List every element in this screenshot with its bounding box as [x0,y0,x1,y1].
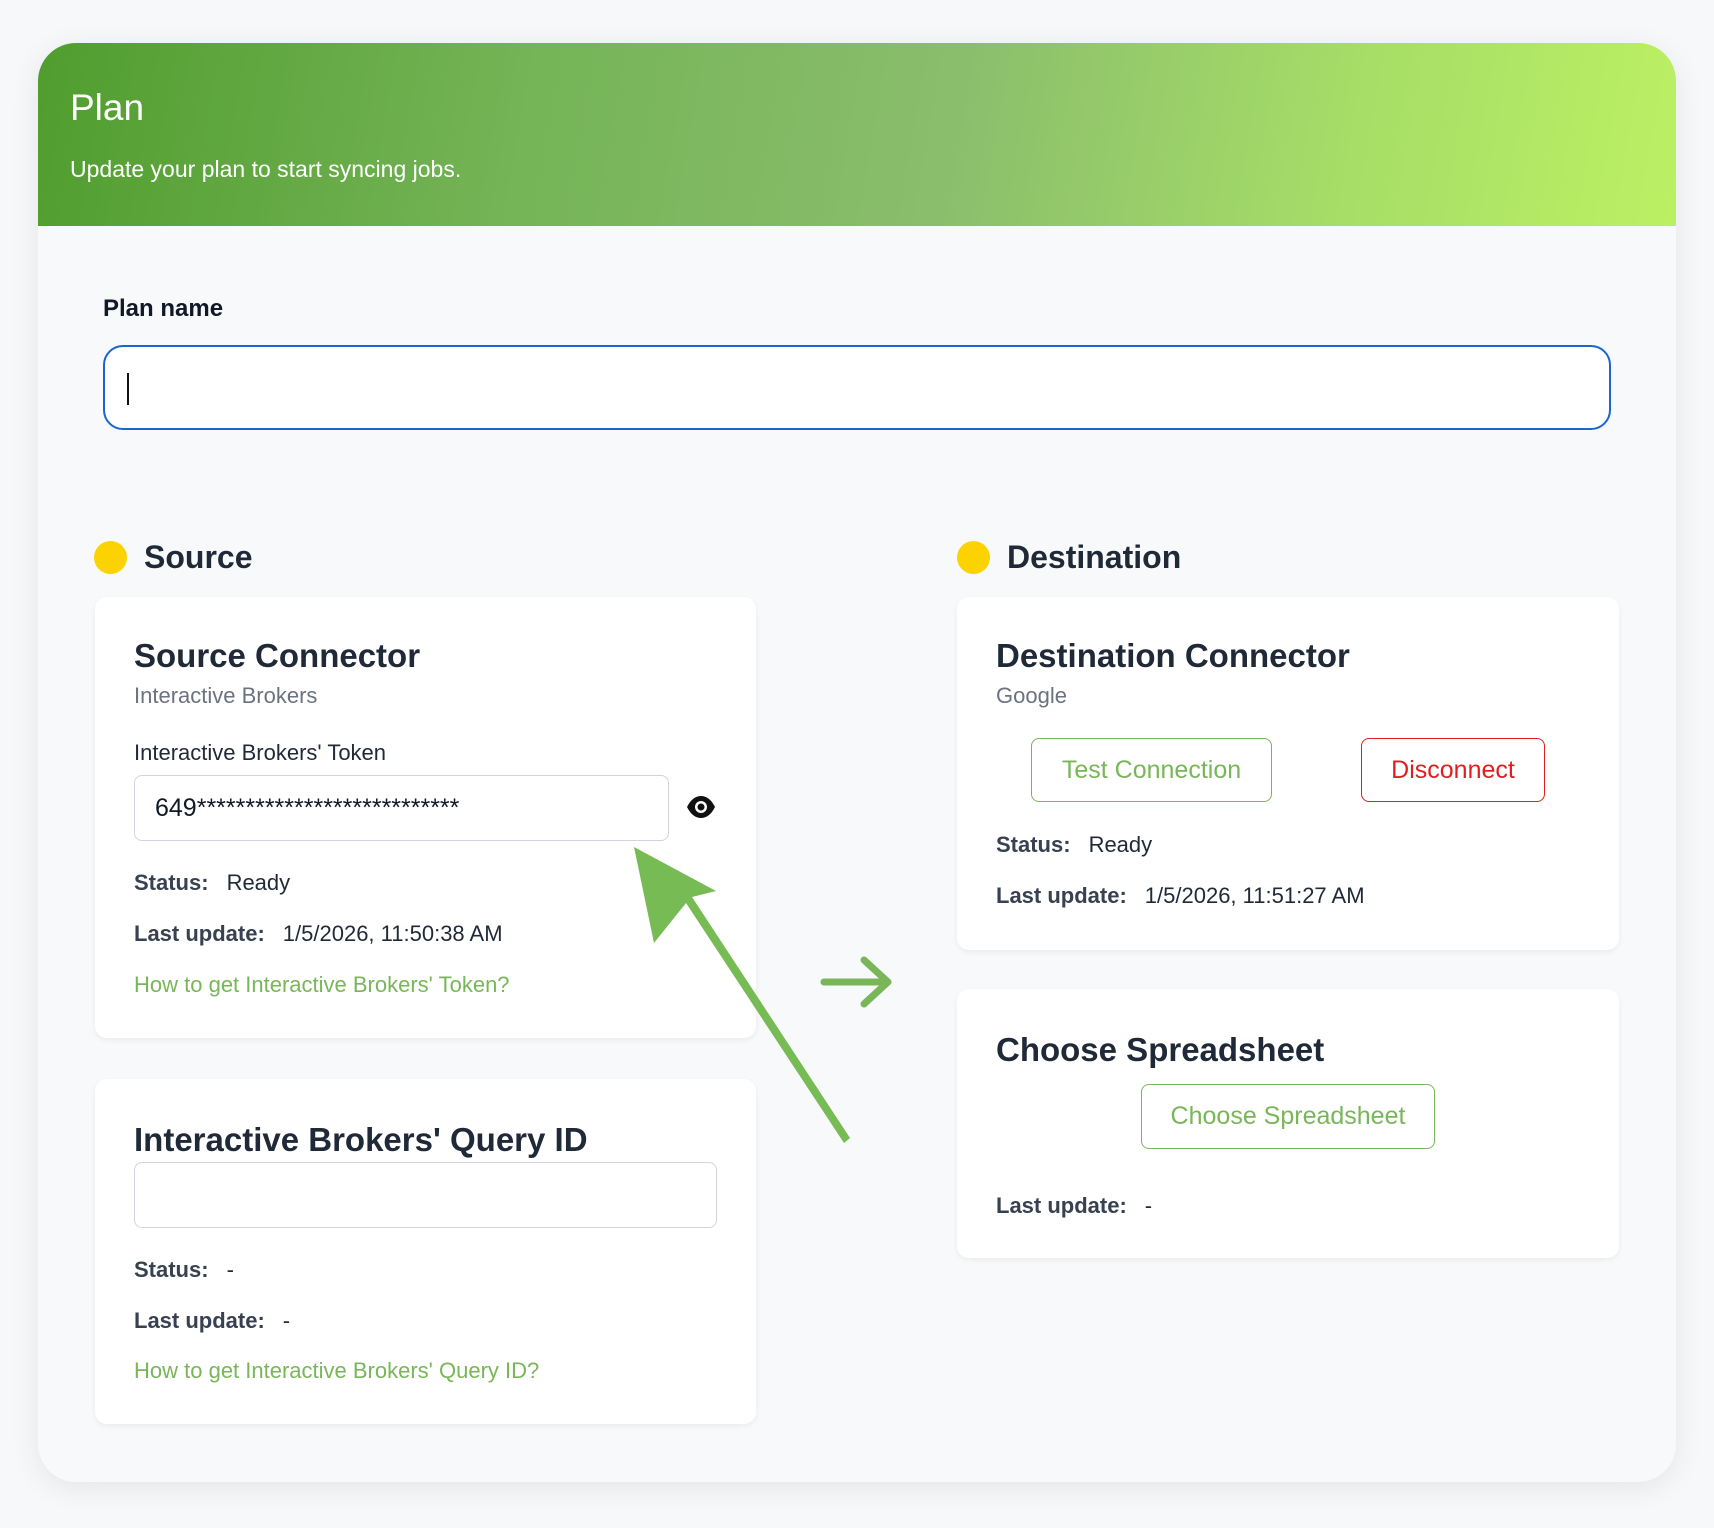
test-connection-button[interactable]: Test Connection [1031,738,1272,802]
status-label: Status: [996,832,1071,857]
destination-status-dot [957,541,990,574]
last-update-label: Last update: [996,1193,1127,1218]
token-value: 649*************************** [155,794,460,822]
card-title: Choose Spreadsheet [996,1031,1325,1068]
last-update-label: Last update: [996,883,1127,908]
status-label: Status: [134,1257,209,1282]
last-update-row: Last update: 1/5/2026, 11:51:27 AM [996,883,1365,909]
card-title: Interactive Brokers' Query ID [134,1121,588,1158]
token-input[interactable]: 649*************************** [134,775,669,841]
disconnect-button[interactable]: Disconnect [1361,738,1545,802]
status-row: Status: - [134,1257,234,1283]
plan-name-input[interactable] [103,345,1611,430]
choose-spreadsheet-button[interactable]: Choose Spreadsheet [1141,1084,1435,1149]
text-caret [127,373,129,405]
page-title: Plan [70,87,145,128]
status-value: Ready [1088,832,1153,857]
status-value: Ready [226,870,291,895]
plan-header: Plan Update your plan to start syncing j… [38,43,1676,226]
source-status-dot [94,541,127,574]
last-update-label: Last update: [134,1308,265,1333]
destination-connector-card: Destination Connector Google Test Connec… [957,597,1619,950]
token-label: Interactive Brokers' Token [134,740,387,765]
provider-name: Interactive Brokers [134,683,318,708]
arrow-right-icon [820,956,892,1008]
destination-section-title: Destination [1007,539,1182,575]
last-update-label: Last update: [134,921,265,946]
last-update-value: - [282,1308,291,1333]
status-row: Status: Ready [996,832,1152,858]
card-title: Destination Connector [996,637,1350,674]
last-update-row: Last update: - [996,1193,1152,1219]
status-row: Status: Ready [134,870,290,896]
last-update-value: - [1144,1193,1153,1218]
page-subtitle: Update your plan to start syncing jobs. [70,156,462,182]
eye-icon[interactable] [686,794,716,820]
status-value: - [226,1257,234,1282]
source-section-title: Source [144,539,253,575]
source-connector-card: Source Connector Interactive Brokers Int… [95,597,756,1038]
query-id-card: Interactive Brokers' Query ID Status: - L… [95,1079,756,1424]
query-id-input[interactable] [134,1162,717,1228]
card-title: Source Connector [134,637,421,674]
token-help-link[interactable]: How to get Interactive Brokers' Token? [134,972,510,997]
last-update-row: Last update: - [134,1308,290,1334]
last-update-value: 1/5/2026, 11:51:27 AM [1144,883,1365,908]
choose-spreadsheet-card: Choose Spreadsheet Choose Spreadsheet La… [957,989,1619,1258]
last-update-row: Last update: 1/5/2026, 11:50:38 AM [134,921,503,947]
query-id-help-link[interactable]: How to get Interactive Brokers' Query ID… [134,1358,540,1383]
plan-name-label: Plan name [103,295,224,322]
status-label: Status: [134,870,209,895]
provider-name: Google [996,683,1067,708]
last-update-value: 1/5/2026, 11:50:38 AM [282,921,503,946]
